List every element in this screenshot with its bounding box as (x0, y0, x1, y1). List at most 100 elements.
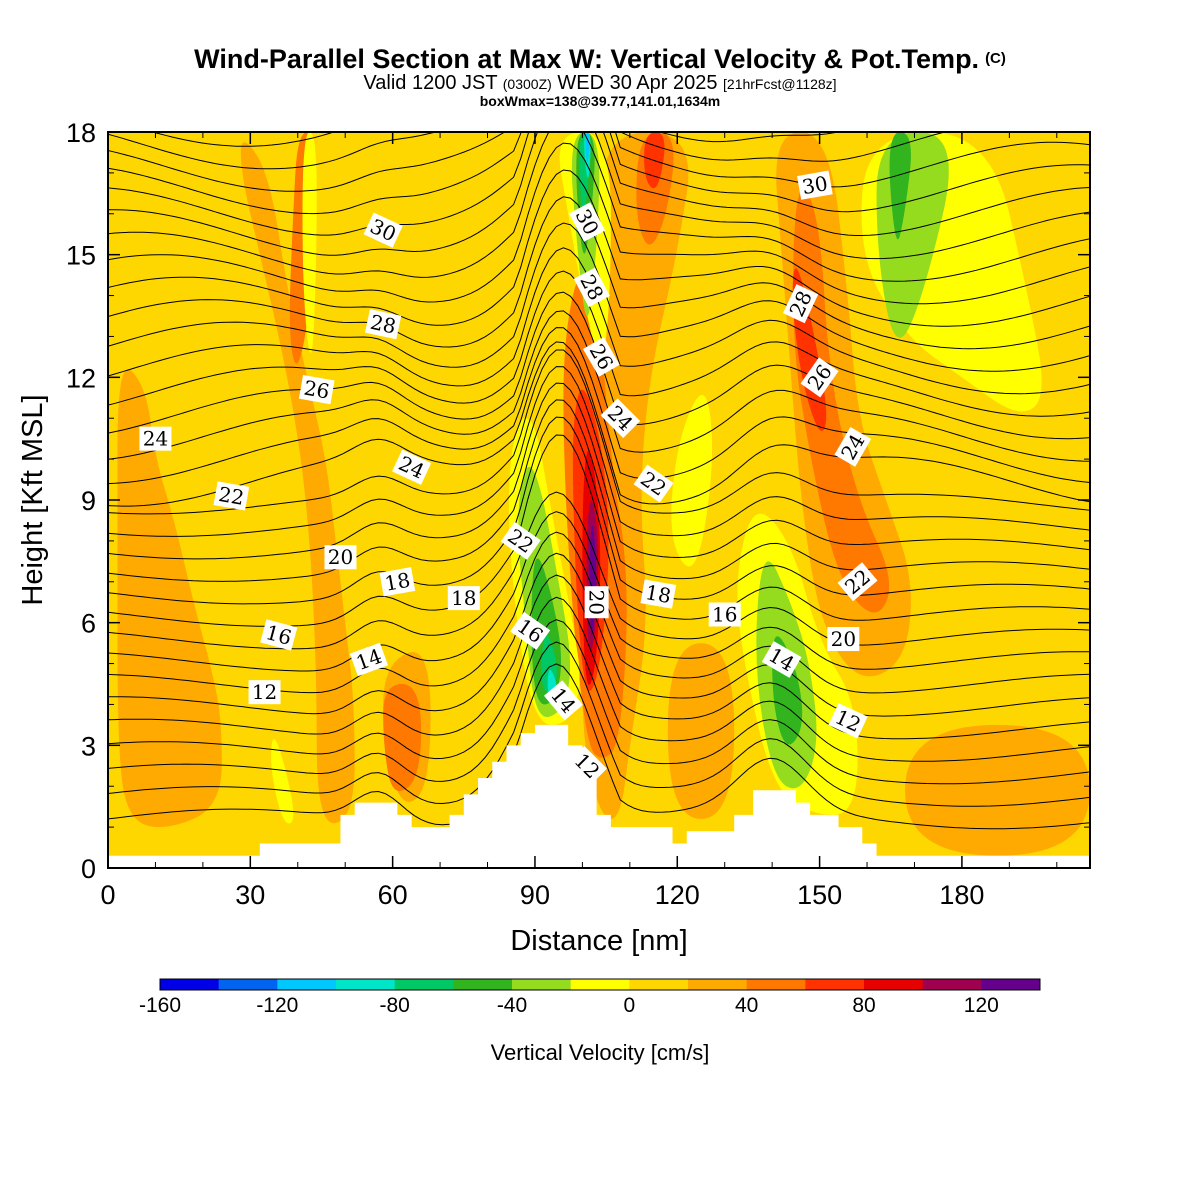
valid-date: WED 30 Apr 2025 (557, 72, 718, 94)
y-tick-label: 12 (66, 363, 96, 393)
colorbar-segment (512, 979, 572, 990)
x-tick-label: 0 (100, 880, 115, 910)
isentrope-line (108, 619, 1090, 785)
isentrope-label-text: 24 (143, 427, 168, 451)
x-tick-label: 60 (378, 880, 408, 910)
chart-title-text: Wind-Parallel Section at Max W: Vertical… (194, 44, 980, 74)
y-tick-label: 6 (81, 609, 96, 639)
isentrope-label: 20 (324, 545, 357, 570)
colorbar-tick-label: -40 (497, 994, 527, 1017)
axes: 0 30 60 90 120 150 180 0 3 6 9 12 15 18 (66, 118, 1090, 910)
isentrope-line (150, 132, 841, 147)
isentrope-label: 24 (139, 426, 172, 451)
isentrope-label-text: 20 (831, 627, 856, 651)
isentrope-label-text: 28 (368, 310, 398, 339)
colorbar-segment (981, 979, 1041, 990)
velocity-contour-region (302, 132, 317, 353)
isentrope-line (108, 511, 1090, 672)
colorbar-segment (805, 979, 865, 990)
y-tick-label: 15 (66, 241, 96, 271)
isentrope-label-box (365, 309, 402, 340)
isentrope-label-box (363, 212, 403, 248)
colorbar-segment (629, 979, 689, 990)
isentrope-label-box (298, 375, 335, 405)
isentrope-line (108, 327, 1090, 485)
colorbar-segment (922, 979, 982, 990)
isentrope-label: 20 (827, 627, 860, 652)
colorbar-tick-label: 120 (964, 994, 999, 1017)
colorbar-tick-label: 40 (735, 994, 758, 1017)
isentrope-label: 12 (248, 680, 281, 705)
isentrope-label-text: 18 (383, 568, 412, 596)
colorbar-tick-label: -120 (256, 994, 298, 1017)
valid-time-utc: (0300Z) (502, 76, 552, 92)
isentrope-lines (108, 0, 1090, 830)
isentrope-line (108, 142, 1090, 305)
y-tick-label: 0 (81, 854, 96, 884)
isentrope-line (108, 663, 1090, 830)
isentrope-label-box (447, 586, 480, 611)
velocity-contour-region (904, 724, 1090, 856)
colorbar-tick-label: 80 (852, 994, 875, 1017)
isentrope-label-box (827, 627, 860, 652)
colorbar-segment (218, 979, 278, 990)
isentrope-label: 22 (213, 481, 250, 511)
copyright-mark: (C) (985, 50, 1006, 67)
colorbar-segment (160, 979, 220, 990)
colorbar-label: Vertical Velocity [cm/s] (490, 1040, 710, 1065)
isentrope-line (108, 596, 1090, 762)
isentrope-label-text: 30 (800, 171, 829, 199)
colorbar-segment (864, 979, 924, 990)
isentrope-label-text: 26 (302, 376, 331, 404)
isentrope-line (108, 270, 1090, 417)
isentrope-line (108, 416, 1090, 605)
isentrope-label: 28 (365, 309, 402, 340)
valid-time: Valid 1200 JST (363, 72, 498, 94)
isentrope-label-box (569, 202, 606, 242)
isentrope-label-box (600, 398, 641, 439)
isentrope-label: 28 (573, 267, 610, 308)
isentrope-line (108, 132, 1090, 192)
isentrope-label-box (567, 745, 607, 786)
isentrope-label-box (213, 481, 250, 511)
isentrope-line (108, 382, 1090, 560)
isentrope-label-text: 22 (217, 482, 246, 510)
isentrope-label-box (640, 579, 677, 609)
isentrope-label-box (797, 170, 833, 200)
x-tick-label: 180 (939, 880, 984, 910)
velocity-contour-region (585, 132, 590, 163)
x-tick-label: 30 (235, 880, 265, 910)
isentrope-label: 18 (379, 567, 416, 597)
isentrope-line (108, 132, 1090, 282)
isentrope-line (108, 0, 1090, 124)
x-tick-label: 90 (520, 880, 550, 910)
isentrope-label-box (349, 642, 389, 677)
isentrope-line (108, 341, 1090, 507)
velocity-contour-region (240, 142, 355, 824)
isentrope-line (108, 132, 1090, 260)
colorbar: -160 -120 -80 -40 0 40 80 120 (139, 978, 1041, 1017)
isentrope-line (108, 574, 1090, 740)
isentrope-line (108, 132, 947, 170)
isentrope-label: 26 (298, 375, 335, 405)
velocity-contour-region (117, 369, 222, 828)
isentrope-label-box (582, 337, 620, 377)
isentrope-line (108, 132, 1090, 236)
colorbar-segment (746, 979, 806, 990)
forecast-info: [21hrFcst@1128z] (723, 76, 837, 92)
isentrope-label-box (837, 562, 878, 602)
isentrope-label-box (584, 586, 609, 619)
velocity-contour-region (889, 132, 911, 240)
isentrope-line (108, 247, 1090, 395)
isentrope-label-text: 20 (328, 545, 353, 569)
isentrope-line (108, 132, 1090, 215)
isentrope-label: 16 (260, 619, 298, 651)
isentrope-line (108, 366, 1090, 537)
velocity-contour-region (383, 684, 422, 792)
isentrope-label-box (392, 449, 432, 485)
colorbar-segment (336, 979, 396, 990)
isentrope-label: 16 (708, 602, 741, 627)
isentrope-label-text: 16 (712, 602, 737, 626)
isentrope-label-text: 20 (585, 589, 609, 614)
